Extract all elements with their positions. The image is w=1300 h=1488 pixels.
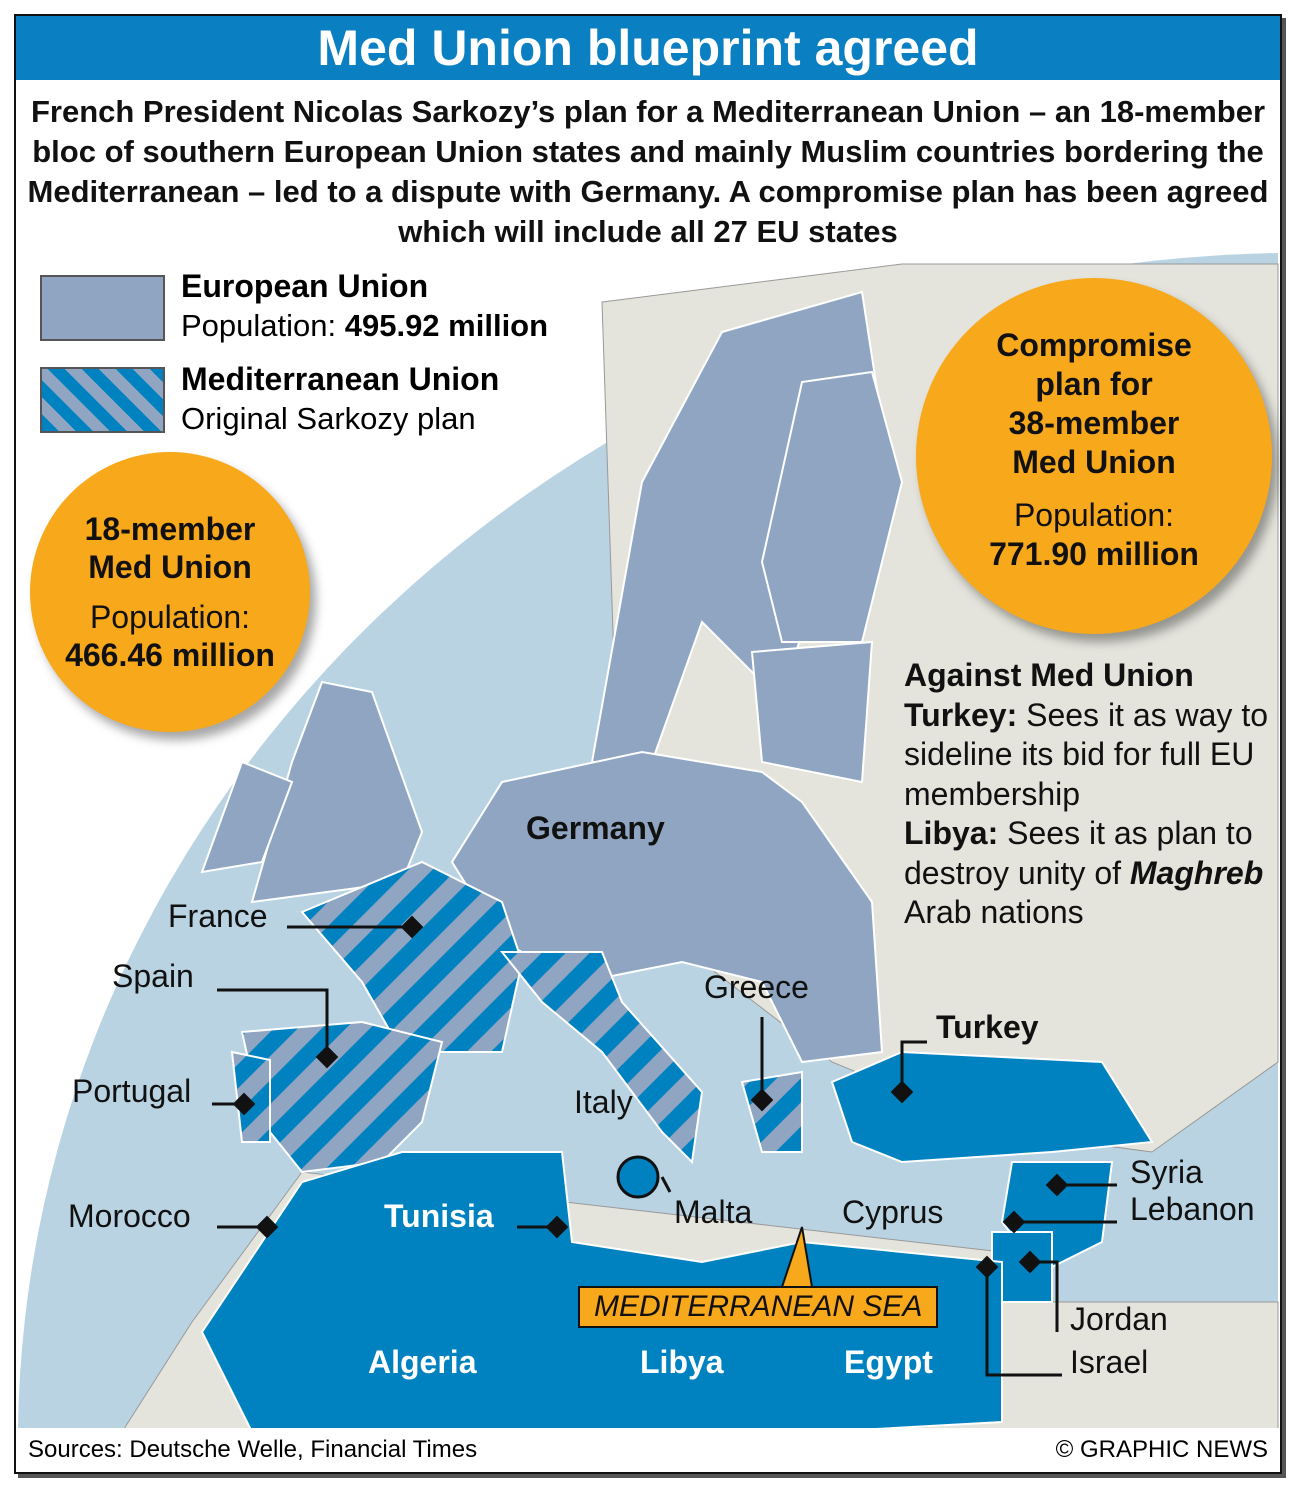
label-malta: Malta — [674, 1194, 753, 1230]
circle-title: 38-member — [1008, 405, 1180, 441]
population-label: Population: — [89, 599, 251, 635]
label-cyprus: Cyprus — [842, 1194, 944, 1230]
circle-title: plan for — [1035, 366, 1153, 402]
circle-compromise: Compromise plan for 38-member Med Union … — [916, 278, 1272, 634]
turkey-text: Sees it as way to sideline its bid for f… — [904, 696, 1268, 812]
label-tunisia: Tunisia — [384, 1198, 494, 1234]
turkey-shape — [830, 1050, 1154, 1164]
credit: © GRAPHIC NEWS — [1055, 1436, 1268, 1463]
sea-label: MEDITERRANEAN SEA — [578, 1286, 939, 1328]
libya-text-end: Arab nations — [904, 894, 1084, 930]
libya-text: Sees it as plan to destroy unity of — [904, 815, 1253, 891]
ireland — [200, 760, 294, 874]
page-title: Med Union blueprint agreed — [16, 16, 1280, 80]
baltics — [750, 640, 874, 784]
circle-title: Compromise — [996, 327, 1192, 363]
population-value: 466.46 million — [65, 637, 275, 673]
libya-label: Libya: — [904, 815, 999, 851]
turkey-label: Turkey: — [904, 696, 1018, 733]
maghreb-text: Maghreb — [1129, 854, 1264, 891]
leader-lines — [212, 925, 1117, 1377]
circle-18-member: 18-member Med Union Population: 466.46 m… — [30, 452, 310, 732]
legend-eu-population: Population: 495.92 million — [181, 308, 548, 344]
finland — [760, 370, 904, 643]
infographic: Med Union blueprint agreed French Presid… — [14, 14, 1282, 1474]
label-france: France — [168, 898, 268, 934]
circle-title: 18-member — [84, 511, 256, 547]
greece-shape — [740, 1070, 803, 1153]
label-portugal: Portugal — [72, 1073, 192, 1109]
legend-med-title: Mediterranean Union — [181, 361, 500, 397]
label-lebanon: Lebanon — [1130, 1191, 1255, 1227]
footer: Sources: Deutsche Welle, Financial Times… — [16, 1428, 1280, 1472]
label-libya: Libya — [640, 1344, 724, 1380]
label-germany: Germany — [526, 810, 665, 846]
france-shape — [300, 860, 524, 1053]
label-israel: Israel — [1070, 1344, 1149, 1380]
italy-shape — [499, 951, 704, 1165]
marker-diamonds — [232, 915, 1069, 1279]
label-jordan: Jordan — [1070, 1301, 1168, 1337]
label-spain: Spain — [112, 958, 194, 994]
label-italy: Italy — [574, 1084, 633, 1120]
portugal-shape — [230, 1050, 271, 1143]
malta-marker — [616, 1155, 660, 1199]
legend-swatch-eu — [40, 275, 165, 341]
label-turkey: Turkey — [936, 1009, 1039, 1045]
legend-swatch-med — [40, 367, 165, 433]
label-algeria: Algeria — [368, 1344, 477, 1380]
legend-med-sub: Original Sarkozy plan — [181, 401, 476, 436]
label-egypt: Egypt — [844, 1344, 933, 1380]
population-value: 495.92 million — [344, 308, 549, 343]
intro-text: French President Nicolas Sarkozy’s plan … — [27, 94, 1269, 249]
against-med-union-box: Against Med Union Turkey: Sees it as way… — [904, 656, 1274, 933]
circle-title: Med Union — [1012, 444, 1176, 480]
sources: Sources: Deutsche Welle, Financial Times — [28, 1436, 478, 1463]
population-value: 771.90 million — [989, 536, 1199, 572]
legend-eu-title: European Union — [181, 268, 429, 304]
label-greece: Greece — [704, 969, 809, 1005]
population-label: Population: — [181, 308, 345, 343]
circle-title: Med Union — [88, 549, 252, 585]
against-title: Against Med Union — [904, 657, 1194, 693]
label-morocco: Morocco — [68, 1198, 191, 1234]
population-label: Population: — [1013, 497, 1175, 533]
label-syria: Syria — [1130, 1154, 1203, 1190]
